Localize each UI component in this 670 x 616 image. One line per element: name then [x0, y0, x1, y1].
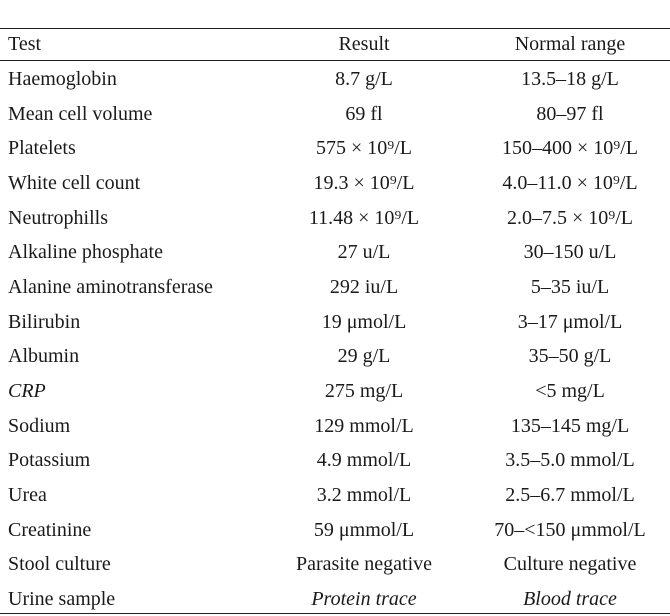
header-cell: Normal range — [514, 33, 626, 55]
header-cell: Result — [338, 33, 390, 55]
table-cell: 3.5–5.0 mmol/L — [505, 449, 635, 472]
table-cell: 2.5–6.7 mmol/L — [505, 484, 635, 506]
table-cell: Platelets — [8, 137, 76, 160]
table-cell: Haemoglobin — [8, 68, 117, 90]
table-cell: Parasite negative — [295, 553, 433, 576]
table-cell: 8.7 g/L — [335, 68, 393, 90]
header-rule — [0, 60, 670, 61]
table-cell: Urine sample — [8, 588, 116, 610]
table-cell: Protein trace — [311, 588, 417, 610]
table-cell: Blood trace — [523, 588, 617, 610]
table-cell: Mean cell volume — [8, 102, 153, 125]
table-cell: <5 mg/L — [535, 380, 605, 402]
table-cell: Stool culture — [8, 553, 111, 576]
table-cell: 3–17 μmol/L — [517, 310, 623, 333]
table-cell: 5–35 iu/L — [530, 276, 610, 298]
table-cell: CRP — [8, 380, 46, 402]
table-cell: 80–97 fl — [536, 102, 604, 125]
table-cell: Potassium — [8, 449, 91, 472]
header-cell: Test — [8, 33, 42, 55]
top-rule — [0, 28, 670, 29]
table-cell: 2.0–7.5 × 10⁹/L — [506, 206, 634, 229]
table-cell: 3.2 mmol/L — [316, 484, 412, 506]
table-cell: Alkaline phosphate — [8, 241, 163, 264]
table-cell: 13.5–18 g/L — [521, 68, 619, 90]
table-cell: 29 g/L — [337, 345, 391, 368]
table-cell: 575 × 10⁹/L — [315, 137, 413, 160]
table-cell: 4.0–11.0 × 10⁹/L — [502, 172, 638, 194]
table-cell: 59 μmmol/L — [313, 518, 415, 541]
table-cell: 129 mmol/L — [314, 414, 414, 437]
table-cell: 135–145 mg/L — [510, 414, 630, 437]
table-cell: Alanine aminotransferase — [8, 276, 213, 298]
table-cell: 275 mg/L — [324, 380, 404, 402]
table-cell: 19 μmol/L — [321, 310, 407, 333]
table-cell: 19.3 × 10⁹/L — [313, 172, 415, 194]
table-cell: Sodium — [8, 414, 71, 437]
bottom-rule — [0, 613, 670, 614]
table-cell: 27 u/L — [337, 241, 391, 264]
table-cell: Albumin — [8, 345, 80, 368]
table-cell: 69 fl — [345, 102, 383, 125]
table-cell: Culture negative — [503, 553, 637, 576]
table-cell: Urea — [8, 484, 47, 506]
table-cell: Bilirubin — [8, 310, 81, 333]
table-cell: 35–50 g/L — [528, 345, 612, 368]
table-cell: Neutrophills — [8, 206, 108, 229]
table-cell: 30–150 u/L — [523, 241, 617, 264]
table-cell: 11.48 × 10⁹/L — [308, 206, 420, 229]
table-cell: 150–400 × 10⁹/L — [501, 137, 639, 160]
table-cell: 292 iu/L — [329, 276, 399, 298]
table-cell: 4.9 mmol/L — [316, 449, 412, 472]
table-cell: Creatinine — [8, 518, 92, 541]
table-cell: White cell count — [8, 172, 141, 194]
table-cell: 70–<150 μmmol/L — [494, 518, 646, 541]
